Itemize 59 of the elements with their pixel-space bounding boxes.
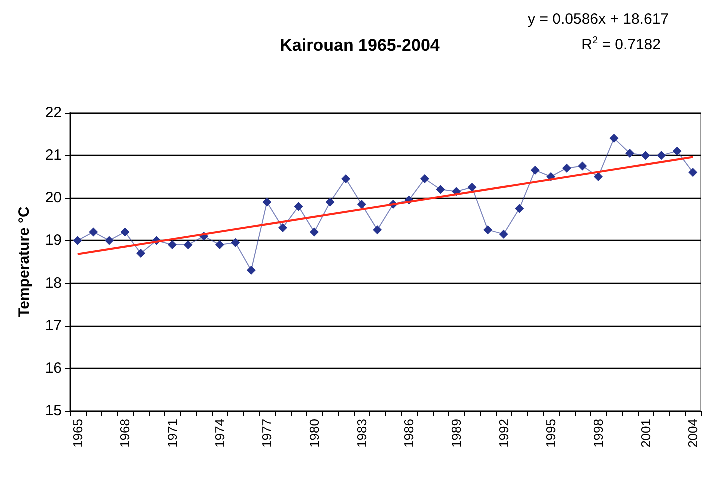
x-tick-label: 1968 <box>118 419 133 448</box>
point <box>231 238 240 248</box>
point <box>294 202 304 212</box>
point <box>530 166 540 175</box>
point <box>657 151 666 160</box>
point <box>104 236 114 246</box>
point <box>184 240 193 250</box>
point <box>310 228 320 237</box>
x-tick-label: 1971 <box>165 419 180 448</box>
point <box>342 174 351 184</box>
x-tick-label: 1965 <box>70 419 86 448</box>
text: y = 0.0586x + 18.617 <box>528 11 670 28</box>
point <box>246 266 256 276</box>
y-tick-label: 21 <box>45 147 62 164</box>
point <box>499 230 508 239</box>
point <box>626 148 635 158</box>
y-tick-label: 18 <box>45 274 62 292</box>
point <box>578 162 588 171</box>
point <box>168 240 178 250</box>
chart-title: Kairouan 1965-2004 <box>280 36 440 55</box>
point <box>641 151 650 160</box>
point <box>484 226 493 235</box>
x-tick-label: 1977 <box>260 419 275 448</box>
y-tick-label: 22 <box>45 104 62 122</box>
x-tick-label: 1998 <box>590 419 606 448</box>
x-tick-label: 2004 <box>686 419 701 448</box>
point <box>672 146 682 156</box>
y-tick-label: 19 <box>45 232 62 250</box>
point <box>326 198 335 207</box>
point <box>610 134 619 144</box>
y-tick-label: 16 <box>45 360 62 377</box>
point <box>262 198 272 207</box>
y-tick-label: 17 <box>45 317 62 334</box>
point <box>120 228 130 237</box>
x-tick-label: 2001 <box>638 419 654 448</box>
point <box>357 200 366 210</box>
point <box>278 223 288 232</box>
x-tick-label: 1995 <box>544 419 559 448</box>
point <box>468 183 477 192</box>
x-tick-label: 1992 <box>496 419 512 448</box>
point <box>420 174 430 184</box>
y-axis-title: Temperature °C <box>16 206 33 318</box>
y-tick-label: 20 <box>45 190 62 207</box>
point <box>73 236 82 246</box>
point <box>594 172 603 182</box>
point <box>89 228 98 237</box>
point <box>688 168 698 178</box>
point <box>215 240 224 250</box>
x-tick-label: 1989 <box>448 419 464 448</box>
x-tick-label: 1986 <box>402 419 417 448</box>
point <box>136 248 146 258</box>
y-tick-label: 15 <box>45 402 62 420</box>
x-tick-label: 1980 <box>307 419 322 448</box>
point <box>562 164 572 173</box>
x-tick-label: 1974 <box>212 419 228 448</box>
point <box>436 185 446 194</box>
point <box>373 226 382 235</box>
x-tick-label: 1983 <box>354 419 370 448</box>
point <box>515 204 524 214</box>
